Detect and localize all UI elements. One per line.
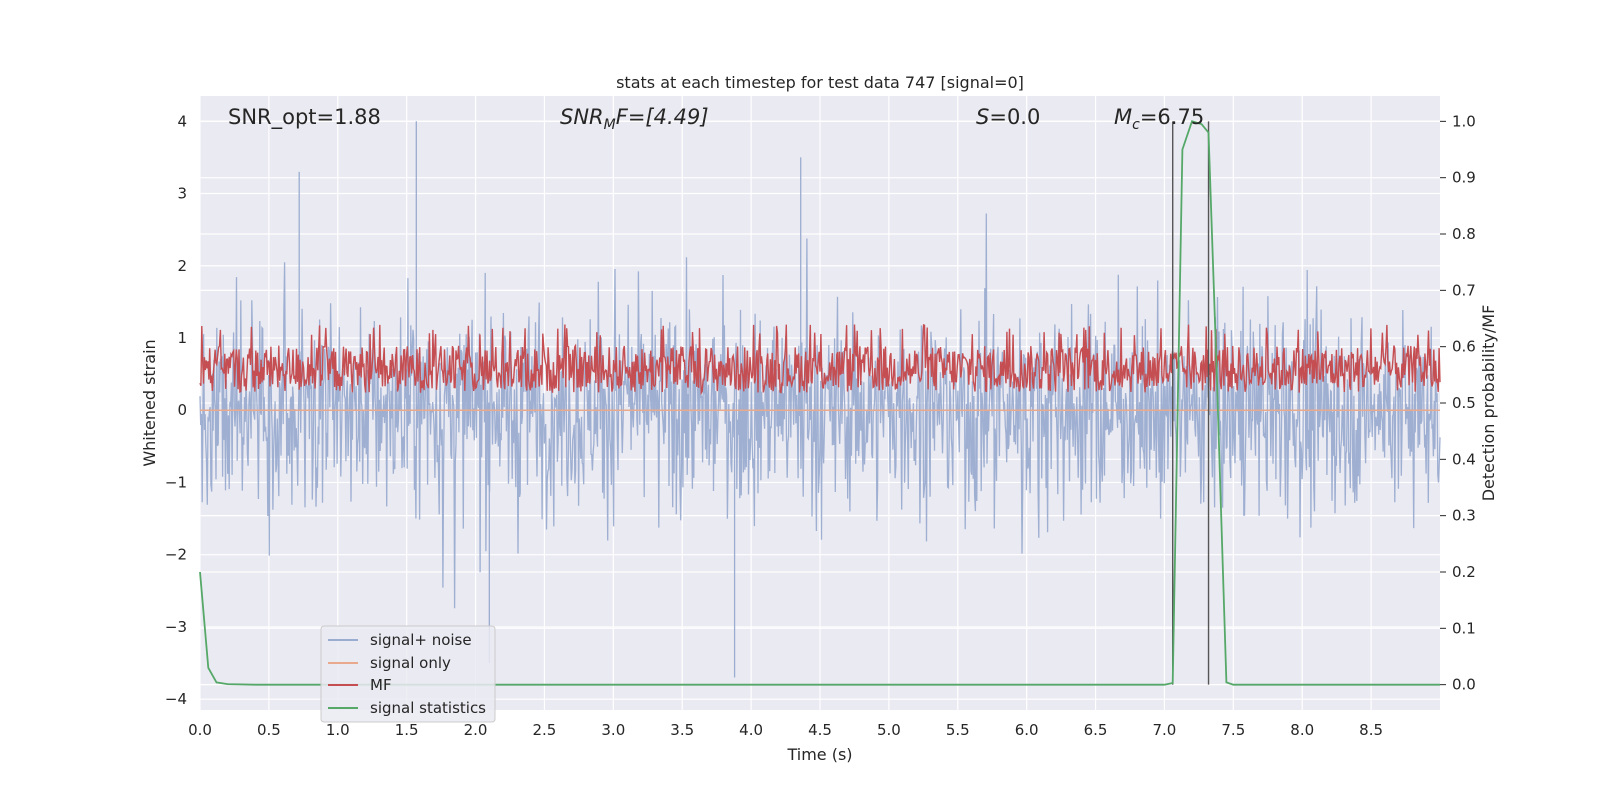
y2-tick-label: 1.0 [1452, 112, 1476, 130]
y2-tick-label: 0.9 [1452, 169, 1476, 187]
x-tick-label: 3.0 [601, 721, 625, 739]
x-axis-label: Time (s) [786, 745, 852, 764]
x-tick-label: 7.0 [1153, 721, 1177, 739]
y-tick-label: 0 [177, 401, 187, 419]
series-mf [199, 324, 1441, 396]
statistics-line [199, 120, 1440, 686]
x-tick-label: 5.5 [946, 721, 970, 739]
legend-box [320, 625, 496, 723]
legend-label-mf: MF [370, 676, 392, 694]
legend-label-noise: signal+ noise [370, 631, 472, 649]
annotation-s: S=0.0 [976, 105, 1040, 129]
x-tick-label: 3.5 [670, 721, 694, 739]
x-tick-label: 0.0 [188, 721, 212, 739]
y2-axis-label: Detection probability/MF [1479, 305, 1498, 502]
x-tick-label: 4.5 [808, 721, 832, 739]
x-tick-label: 5.0 [877, 721, 901, 739]
x-tick-label: 7.5 [1221, 721, 1245, 739]
x-tick-label: 2.5 [533, 721, 557, 739]
y2-tick-label: 0.3 [1452, 507, 1476, 525]
x-tick-label: 1.5 [395, 721, 419, 739]
annotation-snr-mf-rest: F=[4.49] [616, 105, 709, 129]
chart-title: stats at each timestep for test data 747… [616, 73, 1024, 92]
y2-tick-label: 0.2 [1452, 563, 1476, 581]
mf-line [199, 324, 1441, 396]
y2-tick-label: 0.7 [1452, 281, 1476, 299]
annotation-mc-rest: =6.75 [1140, 105, 1204, 129]
legend: signal+ noise signal only MF signal stat… [320, 625, 496, 723]
annotation-mc: Mc=6.75 [1114, 105, 1204, 133]
y-tick-label: 4 [177, 112, 187, 130]
y-tick-label: −3 [165, 618, 187, 636]
y2-tick-label: 0.5 [1452, 394, 1476, 412]
y2-axis-ticks: 1.0 0.9 0.8 0.7 0.6 0.5 0.4 0.3 0.2 0.1 0.0 [1440, 112, 1476, 694]
annotation-snr-opt: SNR_opt=1.88 [228, 105, 381, 130]
noise-line [199, 213, 1441, 609]
y-tick-label: 1 [177, 329, 187, 347]
y2-tick-label: 0.4 [1452, 450, 1476, 468]
x-tick-label: 2.0 [464, 721, 488, 739]
annotation-s-main: S [976, 105, 989, 129]
annotation-snr-mf: SNRMF=[4.49] [560, 105, 709, 133]
annotation-mc-sub: c [1132, 117, 1140, 133]
annotation-snr-mf-main: SNR [560, 105, 604, 129]
y2-tick-label: 0.6 [1452, 338, 1476, 356]
y2-tick-label: 0.1 [1452, 619, 1476, 637]
annotation-s-rest: =0.0 [989, 105, 1040, 129]
annotation-mc-main: M [1114, 105, 1132, 129]
y-axis-ticks: 4 3 2 1 0 −1 −2 −3 −4 [165, 112, 187, 708]
x-tick-label: 6.5 [1084, 721, 1108, 739]
x-tick-label: 6.0 [1015, 721, 1039, 739]
series-signal-statistics [199, 120, 1440, 686]
y2-tick-label: 0.0 [1452, 676, 1476, 694]
y-axis-label: Whitened strain [140, 339, 159, 466]
y-tick-label: 2 [177, 257, 187, 275]
annotation-snr-mf-sub: M [604, 117, 616, 133]
legend-label-signal: signal only [370, 654, 451, 672]
vertical-markers [1172, 121, 1210, 685]
legend-label-statistics: signal statistics [370, 699, 486, 717]
y2-tick-label: 0.8 [1452, 225, 1476, 243]
y-tick-label: 3 [177, 185, 187, 203]
x-axis-ticks: 0.0 0.5 1.0 1.5 2.0 2.5 3.0 3.5 4.0 4.5 5.0 5.5 6.0 6… [188, 721, 1383, 739]
y-tick-label: −2 [165, 546, 187, 564]
x-tick-label: 8.5 [1359, 721, 1383, 739]
x-tick-label: 1.0 [326, 721, 350, 739]
x-tick-label: 0.5 [257, 721, 281, 739]
x-tick-label: 8.0 [1290, 721, 1314, 739]
x-tick-label: 4.0 [739, 721, 763, 739]
y-tick-label: −4 [165, 690, 187, 708]
y-tick-label: −1 [165, 473, 187, 491]
